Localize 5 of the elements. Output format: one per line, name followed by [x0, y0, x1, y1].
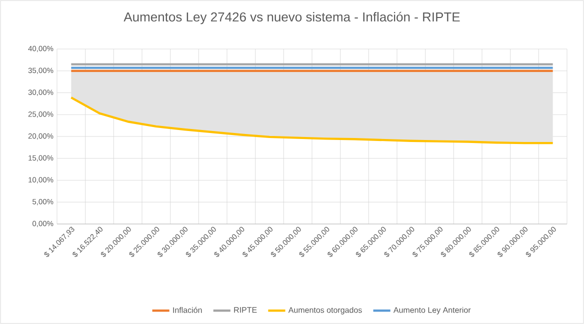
- legend-label: Aumento Ley Anterior: [393, 306, 471, 314]
- legend-label: Inflación: [173, 306, 202, 313]
- legend-label: Aumentos otorgados: [288, 306, 362, 314]
- chart-title: Aumentos Ley 27426 vs nuevo sistema - Inflación - RIPTE: [124, 12, 460, 24]
- legend-label: RIPTE: [234, 307, 257, 313]
